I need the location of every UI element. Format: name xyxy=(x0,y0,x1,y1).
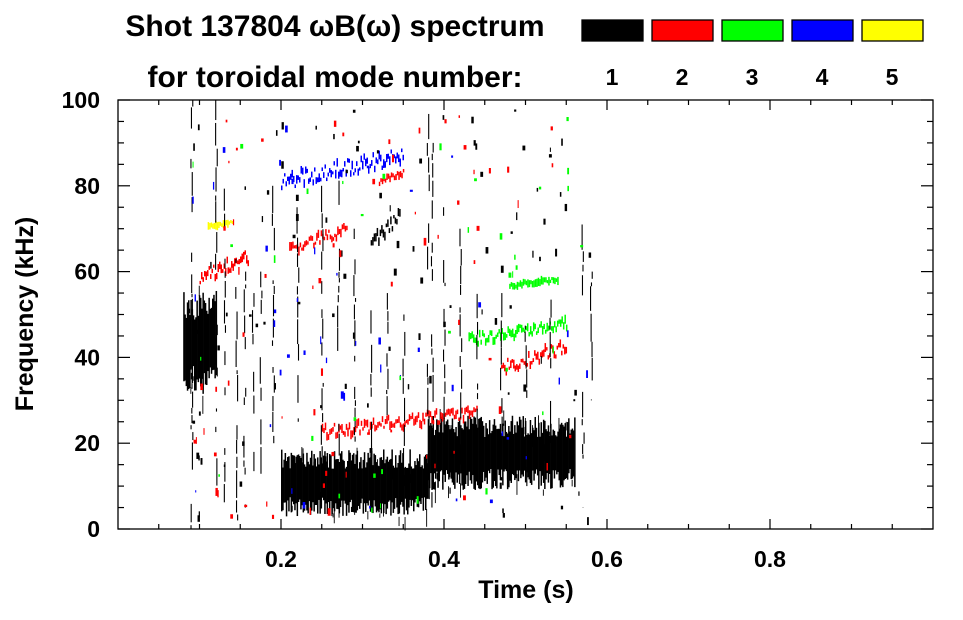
x-tick-label: 0.4 xyxy=(428,546,460,572)
mode-2-feature xyxy=(501,339,567,375)
legend-swatch-mode-3 xyxy=(722,20,783,41)
legend-label-mode-4: 4 xyxy=(816,64,829,90)
mode-1-feature xyxy=(183,286,217,414)
legend-label-mode-2: 2 xyxy=(676,64,689,90)
x-tick-labels: 0.2 0.4 0.6 0.8 xyxy=(265,546,786,572)
x-axis-label: Time (s) xyxy=(478,576,573,604)
x-tick-label: 0.6 xyxy=(591,546,623,572)
mode-5-feature xyxy=(208,220,234,230)
legend-label-mode-1: 1 xyxy=(606,64,619,90)
y-axis-label: Frequency (kHz) xyxy=(11,217,39,411)
chart-title-line2: for toroidal mode number: xyxy=(148,61,523,94)
legend-label-mode-3: 3 xyxy=(746,64,759,90)
x-tick-label: 0.8 xyxy=(754,546,786,572)
legend-swatch-mode-1 xyxy=(582,20,643,41)
legend: 1 2 3 4 5 xyxy=(582,20,923,90)
mode-1-feature xyxy=(371,208,401,246)
y-tick-label: 40 xyxy=(74,344,100,370)
chart-title-line1: Shot 137804 ωB(ω) spectrum xyxy=(125,10,544,43)
x-tick-label: 0.2 xyxy=(265,546,297,572)
legend-swatch-mode-5 xyxy=(862,20,923,41)
y-tick-label: 80 xyxy=(74,173,100,199)
mode-1-feature xyxy=(281,447,429,530)
mode-3-feature xyxy=(468,315,567,347)
legend-swatch-mode-2 xyxy=(652,20,713,41)
y-tick-label: 100 xyxy=(62,87,100,113)
legend-label-mode-5: 5 xyxy=(886,64,899,90)
spectrogram-data xyxy=(183,100,593,530)
y-tick-label: 20 xyxy=(74,430,100,456)
mode-2-feature xyxy=(200,250,250,284)
y-tick-labels: 0 20 40 60 80 100 xyxy=(62,87,100,542)
y-tick-label: 60 xyxy=(74,259,100,285)
mode-3-feature xyxy=(509,276,559,290)
y-tick-label: 0 xyxy=(87,516,100,542)
legend-swatch-mode-4 xyxy=(792,20,853,41)
